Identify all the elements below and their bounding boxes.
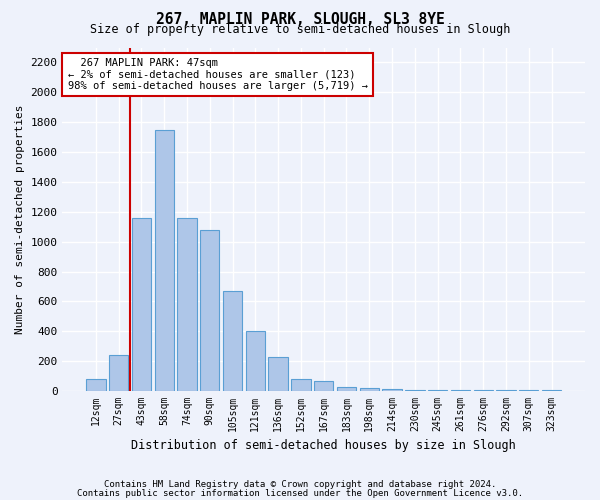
Bar [268, 356, 288, 391]
Bar [451, 390, 470, 391]
Bar [542, 390, 561, 391]
Bar [359, 388, 379, 391]
Bar [473, 390, 493, 391]
Bar [178, 218, 197, 391]
Y-axis label: Number of semi-detached properties: Number of semi-detached properties [15, 104, 25, 334]
Bar [291, 379, 311, 391]
Text: Size of property relative to semi-detached houses in Slough: Size of property relative to semi-detach… [90, 22, 510, 36]
Bar [337, 386, 356, 391]
Bar [382, 389, 402, 391]
Bar [496, 390, 515, 391]
Bar [86, 379, 106, 391]
Bar [314, 380, 334, 391]
Bar [519, 390, 538, 391]
Bar [132, 218, 151, 391]
Text: 267, MAPLIN PARK, SLOUGH, SL3 8YE: 267, MAPLIN PARK, SLOUGH, SL3 8YE [155, 12, 445, 28]
Bar [200, 230, 220, 391]
Text: Contains public sector information licensed under the Open Government Licence v3: Contains public sector information licen… [77, 488, 523, 498]
X-axis label: Distribution of semi-detached houses by size in Slough: Distribution of semi-detached houses by … [131, 440, 516, 452]
Bar [223, 291, 242, 391]
Bar [428, 390, 448, 391]
Text: Contains HM Land Registry data © Crown copyright and database right 2024.: Contains HM Land Registry data © Crown c… [104, 480, 496, 489]
Bar [155, 130, 174, 391]
Bar [109, 355, 128, 391]
Bar [245, 332, 265, 391]
Text: 267 MAPLIN PARK: 47sqm
← 2% of semi-detached houses are smaller (123)
98% of sem: 267 MAPLIN PARK: 47sqm ← 2% of semi-deta… [68, 58, 368, 91]
Bar [405, 390, 425, 391]
